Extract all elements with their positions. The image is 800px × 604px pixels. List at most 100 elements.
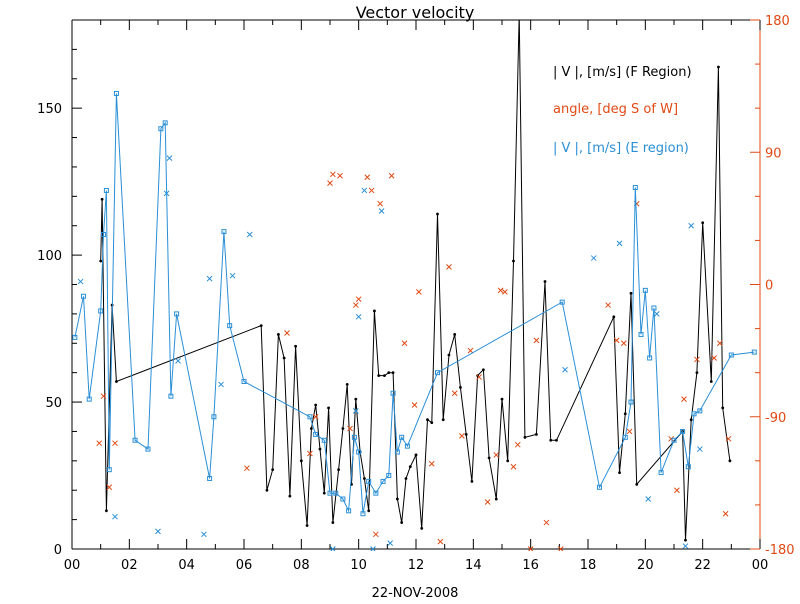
- f-region-point: [115, 380, 118, 383]
- e-region-point: [697, 408, 703, 414]
- angle-point: [352, 302, 359, 308]
- e-region-point: [651, 305, 657, 311]
- angle-point: [100, 393, 107, 400]
- e-region-point: [106, 467, 112, 473]
- f-region-point: [377, 374, 381, 378]
- e-region-point: [168, 393, 174, 399]
- e-region-point: [366, 478, 372, 484]
- f-region-point: [447, 353, 451, 357]
- f-region-point: [271, 468, 275, 472]
- e-region-extra-point: [155, 528, 161, 535]
- legend-entry: | V |, [m/s] (F Region): [553, 65, 692, 80]
- e-region-point: [241, 378, 247, 384]
- angle-point: [368, 187, 375, 194]
- f-region-point: [331, 521, 335, 524]
- x-tick-label: 16: [522, 558, 539, 573]
- e-region-point: [113, 90, 119, 96]
- angle-point: [284, 330, 290, 336]
- x-tick-label: 10: [350, 558, 367, 573]
- angle-point: [620, 340, 627, 347]
- f-region-point: [395, 497, 399, 501]
- e-region-extra-point: [370, 546, 376, 551]
- f-region-point: [684, 538, 687, 542]
- f-region-point: [282, 356, 286, 360]
- f-region-point: [99, 259, 103, 263]
- angle-point: [476, 374, 482, 380]
- angle-point: [446, 264, 452, 270]
- y-left-tick-label: 100: [37, 249, 62, 264]
- angle-point: [96, 440, 103, 447]
- angle-point: [527, 546, 534, 551]
- f-region-point: [481, 368, 485, 372]
- e-region-point: [351, 434, 357, 440]
- angle-point: [428, 460, 435, 467]
- e-region-extra-point: [201, 531, 207, 538]
- angle-point: [725, 435, 732, 442]
- angle-point: [307, 450, 313, 457]
- f-region-point: [354, 397, 358, 401]
- f-region-point: [441, 418, 445, 422]
- x-tick-label: 12: [408, 558, 425, 573]
- f-region-point: [105, 509, 108, 513]
- e-region-point: [751, 349, 757, 355]
- e-region-point: [647, 355, 653, 361]
- e-region-extra-point: [562, 366, 568, 373]
- angle-point: [497, 287, 504, 294]
- angle-point: [416, 288, 422, 295]
- e-region-extra-point: [112, 513, 118, 520]
- e-region-point: [313, 431, 319, 437]
- f-region-point: [728, 459, 732, 463]
- f-region-point: [494, 497, 498, 501]
- f-region-point: [464, 432, 468, 436]
- angle-point: [355, 296, 362, 303]
- f-region-point: [500, 397, 504, 401]
- angle-point: [484, 499, 491, 505]
- e-region-extra-point: [166, 155, 173, 161]
- angle-point: [337, 172, 343, 179]
- e-region-extra-point: [163, 190, 170, 197]
- angle-point: [112, 440, 118, 447]
- legend-entry: | V |, [m/s] (E region): [553, 141, 689, 156]
- f-region-point: [555, 438, 558, 442]
- f-region-point: [327, 406, 330, 410]
- e-region-point: [356, 449, 362, 455]
- e-region-point: [207, 475, 213, 481]
- e-region-point: [559, 299, 565, 305]
- f-region-point: [709, 380, 713, 383]
- f-region-point: [322, 491, 326, 495]
- angle-point: [377, 200, 384, 207]
- e-region-point: [327, 490, 333, 496]
- x-tick-label: 02: [121, 558, 138, 573]
- e-region-point: [145, 446, 151, 452]
- e-region-point: [380, 478, 386, 484]
- angle-point: [312, 413, 319, 420]
- angle-point: [694, 356, 700, 363]
- f-region-point: [506, 459, 510, 463]
- e-region-extra-point: [696, 446, 703, 452]
- series-layer: [72, 20, 757, 551]
- f-region-point: [420, 527, 424, 530]
- angle-point: [674, 487, 680, 494]
- f-region-point: [470, 480, 474, 483]
- e-region-point: [360, 511, 366, 517]
- e-region-extra-point: [361, 187, 368, 194]
- angle-point: [244, 465, 250, 472]
- legend-entry: angle, [deg S of W]: [553, 102, 678, 117]
- angle-point: [364, 174, 371, 181]
- y-right-tick-label: -180: [765, 543, 795, 558]
- e-region-point: [691, 411, 697, 417]
- f-region-point: [277, 333, 280, 336]
- f-region-point: [414, 453, 418, 457]
- e-region-point: [158, 126, 164, 132]
- f-region-point: [404, 477, 408, 480]
- angle-point: [613, 337, 620, 344]
- angle-point: [330, 171, 336, 178]
- f-region-point: [391, 371, 395, 375]
- f-region-point: [549, 438, 553, 442]
- x-tick-label: 08: [293, 558, 310, 573]
- f-region-point: [363, 477, 366, 480]
- f-region-point: [345, 383, 349, 386]
- f-region-point: [618, 471, 621, 474]
